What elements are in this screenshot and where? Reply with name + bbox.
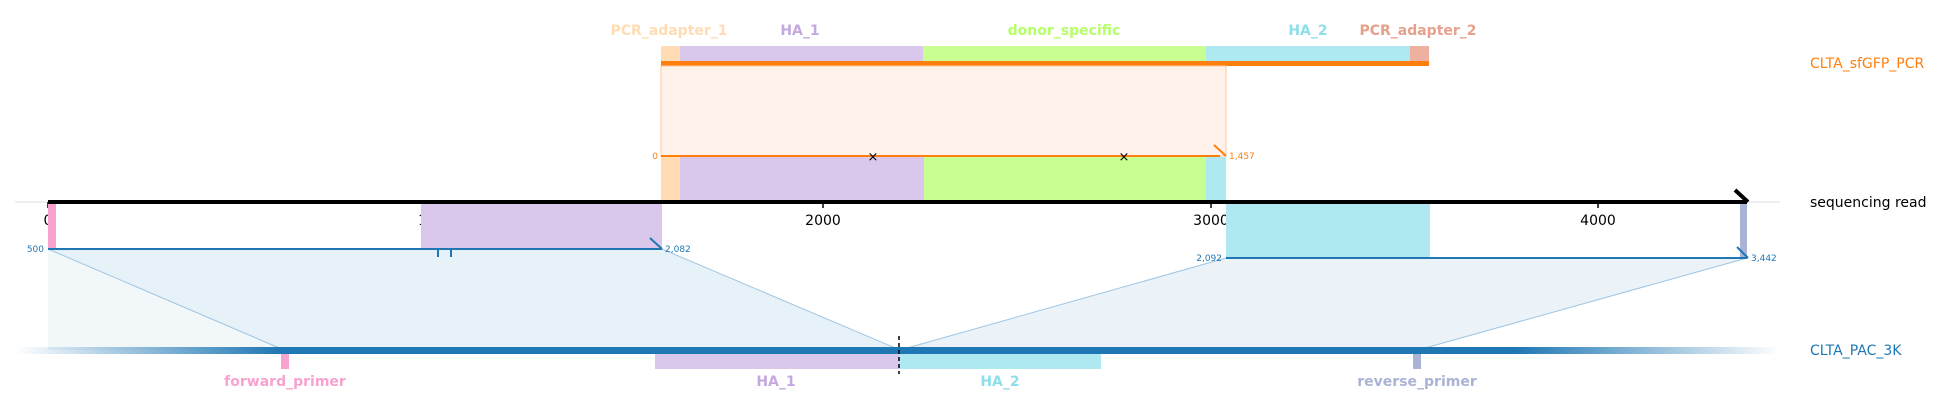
target-feature-ha-1 <box>655 354 899 369</box>
ref-feature-block-pcr-adapter-1 <box>661 46 680 62</box>
reference-name: CLTA_sfGFP_PCR <box>1810 56 1924 72</box>
mismatch-marker: × <box>868 150 879 165</box>
target-feature-label-ha-2: HA_2 <box>980 374 1019 390</box>
read-feature-ha-1 <box>680 157 924 202</box>
target-name: CLTA_PAC_3K <box>1810 343 1902 359</box>
ref-feature-label-ha-1: HA_1 <box>780 23 819 39</box>
reference-alignment-end-tick <box>1213 144 1227 157</box>
ref-feature-label-ha-2: HA_2 <box>1288 23 1327 39</box>
reference-line <box>661 61 1429 66</box>
target-right-alignment-projection <box>900 258 1747 350</box>
target-feature-label-reverse-primer: reverse_primer <box>1357 374 1477 390</box>
ref-feature-block-ha-1 <box>680 46 923 62</box>
read-target-feature-reverse-primer <box>1740 204 1747 258</box>
ref-feature-block-pcr-adapter-2 <box>1410 46 1429 62</box>
target-left-alignment-projection <box>48 249 900 350</box>
read-arrow-end <box>1733 188 1750 204</box>
reference-alignment-end: 1,457 <box>1229 152 1255 162</box>
read-feature-donor-specific <box>924 157 1206 202</box>
ref-feature-label-pcr-adapter-2: PCR_adapter_2 <box>1359 23 1476 39</box>
read-target-feature-ha-1 <box>421 204 662 249</box>
read-target-feature-forward-primer <box>48 204 56 249</box>
ref-feature-block-donor-specific <box>923 46 1206 62</box>
target-left-alignment-end-tick <box>649 237 663 250</box>
target-right-alignment-start: 2,092 <box>1196 254 1222 264</box>
target-feature-forward-primer <box>281 354 289 369</box>
target-feature-reverse-primer <box>1413 354 1421 369</box>
target-feature-ha-2 <box>899 354 1101 369</box>
ref-feature-label-pcr-adapter-1: PCR_adapter_1 <box>610 23 727 39</box>
mismatch-marker: × <box>1119 150 1130 165</box>
target-feature-label-forward-primer: forward_primer <box>224 374 346 390</box>
target-left-alignment-start: 500 <box>27 245 44 255</box>
projection-line <box>899 257 1227 351</box>
read-feature-ha-2 <box>1206 157 1226 202</box>
target-line <box>15 347 1780 354</box>
target-left-alignment-end: 2,082 <box>665 245 691 255</box>
ref-feature-block-ha-2 <box>1206 46 1410 62</box>
read-target-feature-ha-2 <box>1226 204 1430 258</box>
tick-label: 2000 <box>805 213 841 229</box>
target-feature-label-ha-1: HA_1 <box>756 374 795 390</box>
reference-alignment-start: 0 <box>652 152 658 162</box>
read-name: sequencing read <box>1810 195 1926 211</box>
ref-feature-label-donor-specific: donor_specific <box>1008 23 1121 39</box>
projection-line <box>661 248 901 351</box>
reference-alignment-shade <box>660 65 1227 157</box>
projection-line <box>1417 257 1748 351</box>
target-right-alignment-end-tick <box>1736 246 1749 259</box>
read-feature-pcr-adapter-1 <box>661 157 680 202</box>
projection-line <box>47 248 285 351</box>
tick-label: 3000 <box>1193 213 1229 229</box>
target-right-alignment-end: 3,442 <box>1751 254 1777 264</box>
tick-label: 4000 <box>1580 213 1616 229</box>
